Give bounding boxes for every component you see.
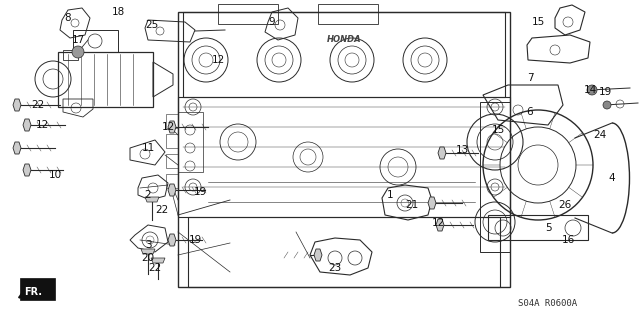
Bar — [73, 30, 118, 52]
Polygon shape — [20, 278, 55, 300]
Text: 9: 9 — [269, 17, 275, 27]
Polygon shape — [151, 258, 165, 263]
Text: 18: 18 — [111, 7, 125, 17]
Bar — [188, 217, 500, 287]
Text: HONDA: HONDA — [326, 35, 362, 44]
Text: 15: 15 — [492, 125, 504, 135]
Text: 12: 12 — [211, 55, 225, 65]
Text: 24: 24 — [593, 130, 607, 140]
Polygon shape — [145, 197, 159, 202]
Text: FR.: FR. — [24, 287, 42, 297]
Text: 10: 10 — [49, 170, 61, 180]
Bar — [178, 97, 510, 217]
Circle shape — [72, 46, 84, 58]
Text: 12: 12 — [431, 218, 445, 228]
Text: 4: 4 — [609, 173, 615, 183]
Bar — [178, 112, 203, 172]
Polygon shape — [168, 184, 176, 196]
Polygon shape — [23, 164, 31, 176]
Text: 7: 7 — [527, 73, 533, 83]
Text: 21: 21 — [405, 200, 419, 210]
Bar — [178, 12, 510, 287]
Bar — [166, 174, 178, 188]
Text: 22: 22 — [156, 205, 168, 215]
Text: 19: 19 — [193, 187, 207, 197]
Text: 6: 6 — [527, 107, 533, 117]
Polygon shape — [436, 219, 444, 231]
Text: 5: 5 — [545, 223, 551, 233]
Text: 11: 11 — [141, 143, 155, 153]
Polygon shape — [13, 142, 21, 154]
Text: 25: 25 — [145, 20, 159, 30]
Text: 12: 12 — [35, 120, 49, 130]
Text: 17: 17 — [72, 35, 84, 45]
Text: 20: 20 — [141, 253, 155, 263]
Text: 8: 8 — [65, 13, 71, 23]
Polygon shape — [23, 119, 31, 131]
Text: 19: 19 — [598, 87, 612, 97]
Text: 23: 23 — [328, 263, 342, 273]
Polygon shape — [168, 234, 176, 246]
Bar — [318, 4, 378, 24]
Text: 14: 14 — [584, 85, 596, 95]
Bar — [218, 4, 278, 24]
Polygon shape — [141, 249, 155, 254]
Bar — [58, 52, 153, 107]
Circle shape — [603, 101, 611, 109]
Text: 3: 3 — [145, 240, 151, 250]
Text: 12: 12 — [161, 122, 175, 132]
Text: 19: 19 — [188, 235, 202, 245]
Bar — [183, 12, 505, 97]
Polygon shape — [314, 249, 322, 261]
Text: 22: 22 — [31, 100, 45, 110]
Text: 2: 2 — [145, 190, 151, 200]
Text: 26: 26 — [558, 200, 572, 210]
Text: 16: 16 — [561, 235, 575, 245]
Polygon shape — [13, 99, 21, 111]
Text: S04A R0600A: S04A R0600A — [518, 299, 577, 308]
Bar — [166, 114, 178, 128]
Text: 15: 15 — [531, 17, 545, 27]
Bar — [166, 154, 178, 168]
Circle shape — [587, 85, 597, 95]
Text: 1: 1 — [387, 190, 394, 200]
Bar — [166, 134, 178, 148]
Polygon shape — [168, 121, 176, 133]
Bar — [480, 102, 510, 252]
Text: 22: 22 — [148, 263, 162, 273]
Polygon shape — [438, 147, 446, 159]
Polygon shape — [428, 197, 436, 209]
Text: 13: 13 — [456, 145, 468, 155]
